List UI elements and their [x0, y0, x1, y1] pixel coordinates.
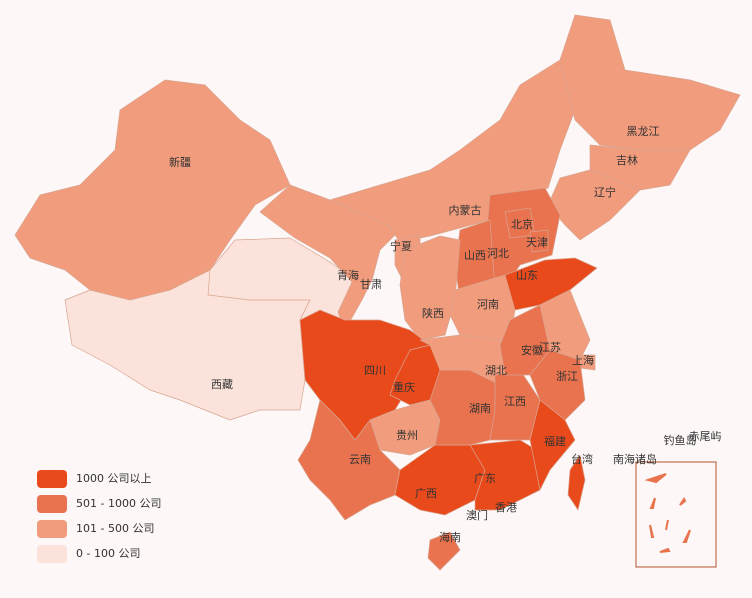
- region-label: 新疆: [169, 155, 191, 169]
- legend: 1000 公司以上 501 - 1000 公司 101 - 500 公司 0 - 10…: [37, 470, 161, 563]
- region-label: 天津: [526, 236, 548, 249]
- place-label: 澳门: [466, 508, 488, 522]
- region-label: 江西: [504, 395, 526, 408]
- region: [469, 439, 546, 511]
- region: [559, 14, 741, 151]
- region-label: 广东: [474, 472, 496, 485]
- region-label: 内蒙古: [449, 203, 482, 217]
- legend-text: 1000 公司以上: [76, 472, 152, 485]
- region-label: 辽宁: [594, 185, 616, 199]
- region-label: 北京: [511, 217, 533, 231]
- region-label: 宁夏: [390, 239, 412, 253]
- region-label: 河北: [487, 247, 509, 260]
- legend-swatch: [37, 545, 67, 563]
- legend-swatch: [37, 495, 67, 513]
- region: [394, 444, 486, 516]
- region-label: 江苏: [539, 341, 561, 354]
- place-label: 南海诸岛: [613, 452, 657, 466]
- legend-text: 101 - 500 公司: [76, 522, 154, 535]
- region-label: 黑龙江: [627, 125, 660, 138]
- region-label: 河南: [477, 298, 499, 311]
- legend-text: 501 - 1000 公司: [76, 497, 161, 510]
- region-label: 四川: [364, 364, 386, 377]
- region-label: 西藏: [211, 378, 233, 391]
- region-label: 贵州: [396, 429, 418, 442]
- region-label: 重庆: [393, 380, 415, 394]
- region-label: 云南: [349, 453, 371, 466]
- region-label: 台湾: [571, 452, 593, 466]
- region-label: 吉林: [616, 153, 638, 167]
- region: [567, 454, 586, 511]
- legend-swatch: [37, 470, 67, 488]
- region: [399, 235, 461, 341]
- place-label: 钓鱼岛: [664, 433, 697, 447]
- region-label: 广西: [415, 487, 437, 500]
- region: [329, 59, 581, 243]
- region: [539, 289, 591, 361]
- south-sea-inset: [635, 461, 717, 568]
- region-label: 安徽: [521, 343, 543, 357]
- region: [529, 229, 549, 253]
- place-label: 香港: [495, 501, 517, 514]
- region-label: 海南: [439, 530, 461, 544]
- region-label: 湖北: [485, 364, 507, 377]
- region-label: 湖南: [469, 402, 491, 415]
- region-label: 甘肃: [360, 278, 382, 291]
- inset-islands: [644, 473, 691, 553]
- region-label: 上海: [572, 353, 594, 367]
- region-label: 福建: [544, 434, 566, 448]
- region-label: 青海: [337, 268, 359, 282]
- legend-text: 0 - 100 公司: [76, 547, 140, 560]
- region: [427, 531, 461, 571]
- place-label: 赤尾屿: [689, 430, 722, 443]
- region-label: 浙江: [556, 370, 578, 383]
- legend-swatch: [37, 520, 67, 538]
- region-label: 陕西: [422, 306, 444, 320]
- region: [529, 399, 576, 491]
- region-label: 山东: [516, 269, 538, 282]
- regions: [14, 14, 741, 571]
- region-label: 山西: [464, 249, 486, 262]
- region: [297, 399, 401, 521]
